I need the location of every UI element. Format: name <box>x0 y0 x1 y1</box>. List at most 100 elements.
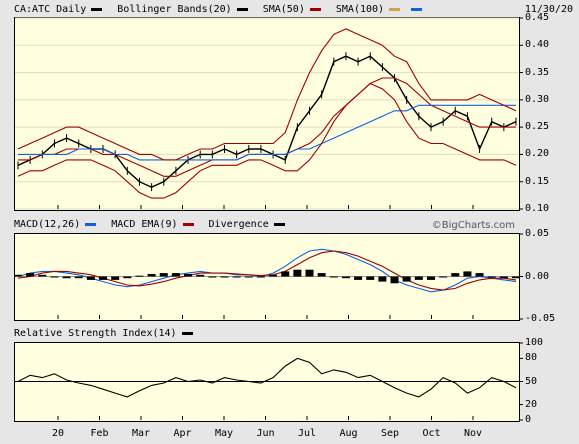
macd-ema-swatch <box>182 222 194 226</box>
sma100-swatch <box>389 7 401 11</box>
divergence-bar-9 <box>123 276 132 279</box>
rsi-ytick-0: 100 <box>525 337 544 348</box>
xtick-6: Jul <box>297 428 317 439</box>
divergence-bar-11 <box>147 273 156 277</box>
divergence-bar-38 <box>475 273 484 277</box>
price-series-bb-lower <box>17 82 517 199</box>
rsi-legend: Relative Strength Index(14) <box>14 327 202 341</box>
divergence-bar-3 <box>50 276 59 278</box>
legend-item-divergence: Divergence <box>209 218 285 232</box>
divergence-bar-23 <box>293 269 302 277</box>
macd-ytick-1: 0.00 <box>525 270 550 282</box>
xtick-10: Nov <box>463 428 483 439</box>
divergence-bar-33 <box>414 276 423 280</box>
divergence-bar-21 <box>269 274 278 277</box>
divergence-swatch <box>273 222 285 226</box>
price-ytick-2: 0.35 <box>525 66 550 78</box>
divergence-bar-5 <box>74 276 83 279</box>
macd-swatch <box>85 222 97 226</box>
rsi-ytick-4: 0 <box>525 414 532 425</box>
divergence-bar-30 <box>378 276 387 282</box>
price-ytick-3: 0.30 <box>525 93 550 105</box>
sma50-swatch <box>309 7 321 11</box>
divergence-bar-40 <box>499 276 508 279</box>
rsi-series-rsi-14- <box>17 357 517 398</box>
price-ytick-7: 0.10 <box>525 203 550 214</box>
divergence-bar-26 <box>329 276 338 278</box>
price-series-price <box>17 55 517 188</box>
price-series-sma-100- <box>18 104 516 161</box>
divergence-bar-13 <box>171 273 180 277</box>
xtick-7: Aug <box>339 428 358 439</box>
price-ytick-0: 0.45 <box>525 12 550 23</box>
macd-ytick-0: 0.05 <box>525 228 550 239</box>
divergence-bar-20 <box>256 276 265 278</box>
xtick-4: May <box>214 428 234 439</box>
sma100-blue-swatch <box>411 7 423 11</box>
legend-item-bb: Bollinger Bands(20) <box>117 3 248 17</box>
rsi-swatch <box>181 331 193 335</box>
divergence-bar-36 <box>451 273 460 277</box>
divergence-bar-16 <box>208 276 217 278</box>
divergence-bar-0 <box>14 274 22 277</box>
legend-item-macd: MACD(12,26) <box>14 218 97 232</box>
macd-series-macd-ema-9- <box>17 250 517 291</box>
legend-item-macd-ema: MACD EMA(9) <box>111 218 194 232</box>
divergence-bar-24 <box>305 269 314 277</box>
rsi-ytick-1: 80 <box>525 352 538 364</box>
divergence-bar-17 <box>220 276 229 278</box>
symbol-label: CA:ATC Daily <box>14 3 103 17</box>
legend-item-rsi: Relative Strength Index(14) <box>14 327 193 341</box>
xtick-3: Apr <box>173 428 192 439</box>
divergence-bar-35 <box>439 276 448 278</box>
price-ytick-5: 0.20 <box>525 148 550 160</box>
xtick-1: Feb <box>90 428 109 439</box>
macd-series-macd-12-26- <box>17 248 517 293</box>
divergence-bar-12 <box>159 273 168 277</box>
divergence-bar-39 <box>487 276 496 278</box>
divergence-bar-34 <box>426 276 435 280</box>
rsi-ytick-3: 20 <box>525 398 538 410</box>
price-legend: CA:ATC Daily Bollinger Bands(20) SMA(50)… <box>14 3 423 17</box>
divergence-bar-41 <box>512 276 520 279</box>
xtick-2: Mar <box>131 428 151 439</box>
macd-legend: MACD(12,26) MACD EMA(9) Divergence <box>14 218 294 232</box>
rsi-ytick-2: 50 <box>525 375 538 387</box>
divergence-bar-7 <box>99 276 108 280</box>
price-ytick-6: 0.15 <box>525 175 550 187</box>
legend-item-sma100: SMA(100) <box>336 3 401 17</box>
divergence-bar-31 <box>390 276 399 284</box>
xtick-0: 20 <box>51 428 65 439</box>
divergence-bar-2 <box>38 274 47 277</box>
divergence-bar-15 <box>196 274 205 277</box>
divergence-bar-1 <box>26 273 35 277</box>
divergence-bar-6 <box>86 276 95 280</box>
credit-label: ©BigCharts.com <box>431 220 515 231</box>
macd-ytick-2: -0.05 <box>525 313 556 324</box>
price-ytick-1: 0.40 <box>525 39 550 51</box>
divergence-bar-37 <box>463 271 472 277</box>
price-panel <box>14 17 520 211</box>
divergence-bar-29 <box>366 276 375 280</box>
divergence-bar-19 <box>244 276 253 278</box>
divergence-bar-25 <box>317 273 326 277</box>
legend-item-sma50: SMA(50) <box>263 3 321 17</box>
xtick-8: Sep <box>380 428 400 439</box>
bb-swatch <box>236 7 248 11</box>
chart-date: 11/30/20 <box>524 4 573 15</box>
divergence-bar-28 <box>354 276 363 280</box>
divergence-bar-22 <box>281 271 290 277</box>
price-series-bb-upper <box>17 28 517 161</box>
xtick-5: Jun <box>256 428 275 439</box>
symbol-swatch <box>91 7 103 11</box>
divergence-bar-10 <box>135 275 144 277</box>
xtick-9: Oct <box>422 428 441 439</box>
divergence-bar-18 <box>232 276 241 278</box>
divergence-bar-8 <box>111 276 120 280</box>
price-ytick-4: 0.25 <box>525 121 550 133</box>
divergence-bar-32 <box>402 276 411 282</box>
divergence-bar-27 <box>341 276 350 279</box>
divergence-bar-4 <box>62 276 71 279</box>
divergence-bar-14 <box>184 273 193 277</box>
